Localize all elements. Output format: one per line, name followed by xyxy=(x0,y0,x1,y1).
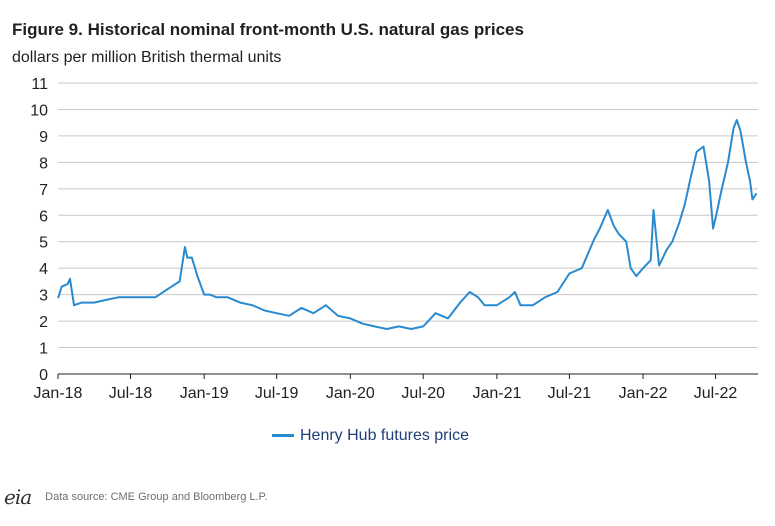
eia-logo: eia xyxy=(4,485,32,509)
y-tick-labels: 0 1 2 3 4 5 6 7 8 9 10 11 xyxy=(30,76,48,384)
series-line-0 xyxy=(57,119,757,330)
y-tick-label: 3 xyxy=(39,288,48,305)
y-tick-label: 1 xyxy=(39,341,48,358)
axes xyxy=(57,373,758,379)
y-tick-label: 8 xyxy=(39,155,48,172)
footer: eia Data source: CME Group and Bloomberg… xyxy=(4,485,268,509)
x-tick-label: Jan-19 xyxy=(180,385,229,402)
legend-label: Henry Hub futures price xyxy=(300,427,469,444)
x-tick-label: Jul-22 xyxy=(694,385,738,402)
x-tick-label: Jul-21 xyxy=(548,385,592,402)
x-tick-labels: Jan-18 Jul-18 Jan-19 Jul-19 Jan-20 Jul-20 Jan-… xyxy=(34,385,738,402)
y-tick-label: 10 xyxy=(30,102,48,119)
x-tick-label: Jan-18 xyxy=(34,385,83,402)
x-tick-label: Jan-20 xyxy=(326,385,375,402)
legend: Henry Hub futures price xyxy=(272,427,469,445)
y-tick-label: 9 xyxy=(39,129,48,146)
y-tick-label: 2 xyxy=(39,314,48,331)
x-tick-label: Jan-22 xyxy=(619,385,668,402)
x-tick-label: Jul-20 xyxy=(401,385,445,402)
y-tick-label: 11 xyxy=(31,76,48,93)
x-tick-label: Jan-21 xyxy=(472,385,521,402)
legend-swatch xyxy=(272,434,294,438)
data-source: Data source: CME Group and Bloomberg L.P… xyxy=(45,491,268,503)
y-tick-label: 5 xyxy=(39,235,48,252)
grid-lines xyxy=(58,82,758,349)
series-layer xyxy=(57,119,757,330)
chart-subtitle: dollars per million British thermal unit… xyxy=(12,49,282,66)
x-tick-label: Jul-18 xyxy=(109,385,153,402)
y-tick-label: 6 xyxy=(39,208,48,225)
y-tick-label: 4 xyxy=(39,261,48,278)
chart-title: Figure 9. Historical nominal front-month… xyxy=(12,20,524,39)
x-tick-label: Jul-19 xyxy=(255,385,299,402)
y-tick-label: 7 xyxy=(39,182,48,199)
y-tick-label: 0 xyxy=(39,367,48,384)
